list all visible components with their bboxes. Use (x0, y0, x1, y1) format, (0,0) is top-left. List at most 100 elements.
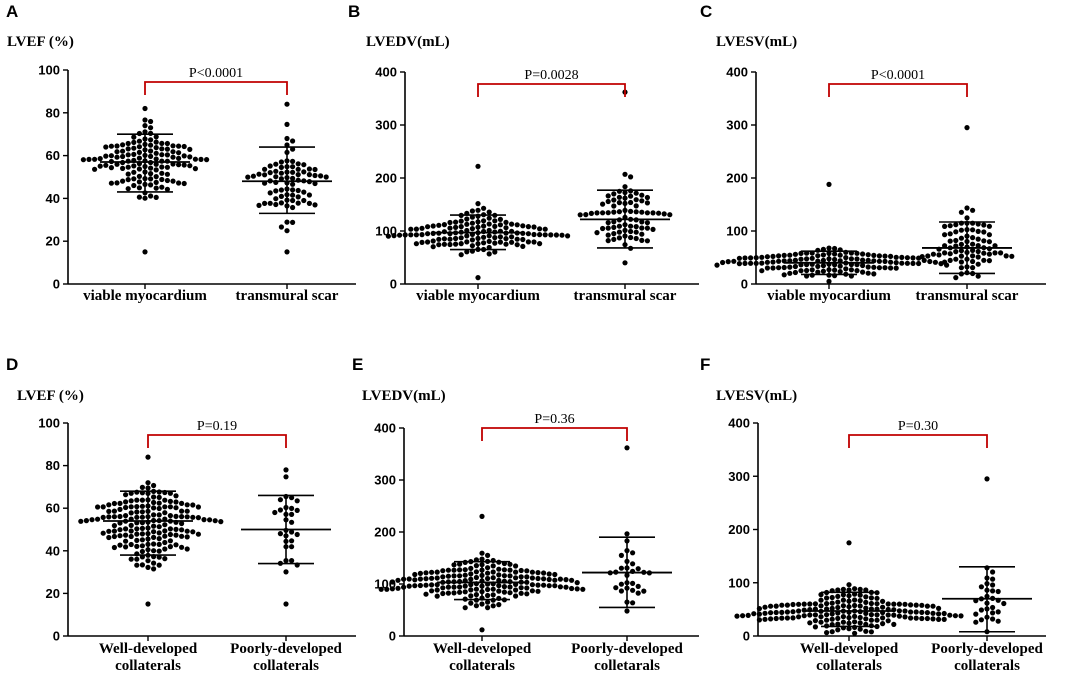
data-point (1001, 600, 1007, 607)
data-point (290, 181, 296, 187)
data-point (156, 489, 162, 495)
data-point (289, 495, 295, 501)
data-point (289, 538, 295, 544)
data-point (756, 617, 763, 623)
data-point (162, 528, 168, 534)
data-point (756, 606, 763, 612)
data-point (525, 231, 532, 237)
data-point (503, 241, 509, 247)
data-point (958, 227, 965, 233)
data-point (156, 554, 162, 560)
data-point (514, 236, 520, 242)
data-point (408, 232, 414, 238)
data-point (865, 270, 871, 276)
data-point (630, 561, 636, 567)
data-point (184, 514, 190, 520)
data-point (863, 616, 869, 622)
data-point (128, 490, 134, 496)
data-point (865, 257, 871, 263)
data-point (162, 497, 168, 503)
data-point (184, 508, 190, 514)
data-point (139, 548, 145, 555)
data-point (781, 272, 787, 278)
data-point (184, 546, 190, 552)
data-point (128, 522, 134, 529)
data-point (975, 236, 981, 242)
data-point (885, 618, 891, 624)
data-point (108, 180, 114, 186)
data-point (535, 588, 541, 594)
data-point (975, 261, 981, 267)
data-point (792, 263, 799, 270)
data-point (419, 239, 425, 245)
data-point (942, 232, 948, 238)
data-point (542, 232, 548, 238)
data-point (801, 613, 807, 619)
data-point (826, 245, 832, 251)
data-point (128, 528, 134, 534)
data-point (176, 162, 182, 168)
y-tick-label: 300 (375, 118, 397, 133)
data-point (145, 558, 151, 564)
data-point (807, 612, 813, 618)
data-point (622, 171, 628, 177)
data-point (134, 537, 140, 544)
data-point (958, 235, 965, 241)
data-point (624, 608, 630, 614)
data-point (820, 257, 827, 263)
data-point (852, 586, 858, 592)
data-point (181, 143, 187, 150)
y-tick-label: 400 (374, 421, 396, 436)
data-point (868, 612, 875, 618)
data-point (156, 500, 162, 506)
data-point (790, 601, 796, 608)
data-point (731, 258, 737, 264)
data-point (290, 175, 296, 181)
data-point (970, 227, 976, 233)
data-point (170, 149, 176, 155)
data-point (818, 614, 824, 620)
data-point (860, 269, 866, 275)
data-point (490, 575, 496, 581)
data-point (198, 156, 204, 162)
data-point (153, 174, 159, 180)
data-point (919, 254, 925, 260)
data-point (148, 153, 154, 159)
data-point (462, 567, 468, 573)
data-point (468, 571, 474, 577)
data-point (173, 532, 179, 538)
data-point (120, 148, 126, 154)
data-point (880, 621, 886, 627)
y-tick-label: 300 (374, 473, 396, 488)
data-point (764, 265, 771, 271)
data-point (995, 588, 1001, 595)
data-point (148, 142, 154, 148)
data-point (123, 532, 129, 538)
data-point (812, 624, 819, 630)
data-point (639, 198, 645, 204)
data-point (857, 626, 863, 632)
data-point (531, 239, 537, 245)
data-point (453, 224, 459, 230)
data-point (497, 234, 503, 240)
data-point (301, 169, 307, 175)
data-point (120, 142, 126, 148)
data-point (156, 530, 162, 536)
data-point (893, 265, 899, 271)
data-point (605, 232, 611, 238)
data-point (136, 173, 142, 179)
data-point (173, 513, 179, 520)
data-point (902, 608, 908, 614)
data-point (151, 512, 157, 518)
data-point (151, 523, 157, 529)
data-point (941, 616, 947, 623)
data-point (611, 191, 617, 197)
data-point (103, 153, 109, 159)
x-category-line: collaterals (253, 658, 319, 674)
data-point (605, 193, 611, 199)
data-point (425, 239, 431, 245)
data-point (295, 200, 301, 206)
data-point (919, 609, 925, 616)
data-point (770, 259, 776, 265)
